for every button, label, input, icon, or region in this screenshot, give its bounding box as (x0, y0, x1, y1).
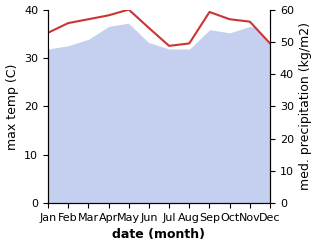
X-axis label: date (month): date (month) (113, 228, 205, 242)
Y-axis label: med. precipitation (kg/m2): med. precipitation (kg/m2) (300, 22, 313, 190)
Y-axis label: max temp (C): max temp (C) (5, 63, 18, 149)
